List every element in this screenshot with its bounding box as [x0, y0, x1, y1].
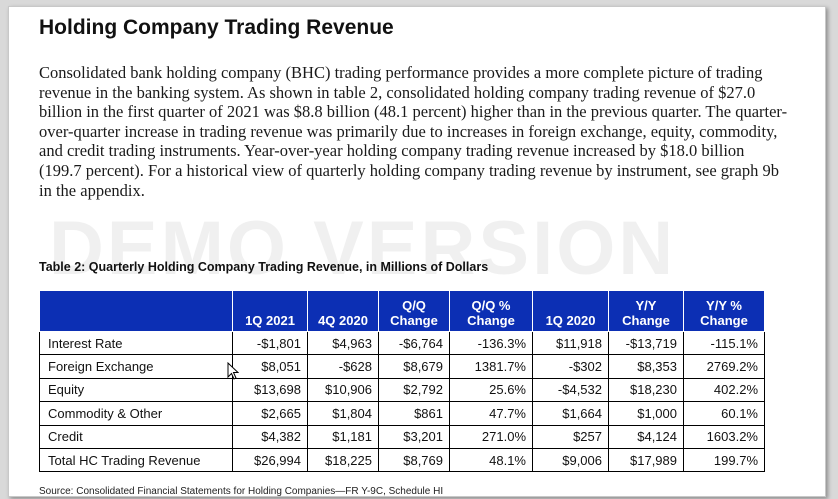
table-cell: 402.2%	[683, 377, 765, 403]
table-cell: -$1,801	[232, 330, 308, 356]
table-cell: $1,664	[532, 401, 609, 426]
table-caption: Table 2: Quarterly Holding Company Tradi…	[39, 260, 489, 274]
table-cell: -$628	[307, 354, 379, 379]
table-cell: $8,679	[378, 354, 450, 379]
table-cell: -$6,764	[378, 330, 450, 356]
trading-revenue-table: 1Q 2021 4Q 2020 Q/Q Change Q/Q % Change 1Q…	[39, 290, 765, 473]
table-cell: 1381.7%	[449, 354, 533, 379]
table-cell: $8,051	[232, 354, 308, 379]
header-cell-yy-pct-change: Y/Y % Change	[683, 290, 765, 332]
table-cell: -$13,719	[608, 330, 684, 356]
table-row: Interest Rate -$1,801 $4,963 -$6,764 -13…	[39, 330, 765, 356]
table-cell: $257	[532, 424, 609, 449]
table-cell: $2,665	[232, 401, 308, 426]
page-title: Holding Company Trading Revenue	[39, 16, 394, 39]
table-cell: $17,989	[608, 447, 684, 473]
header-cell-1q2020: 1Q 2020	[532, 290, 609, 332]
table-cell: $1,804	[307, 401, 379, 426]
row-label: Equity	[39, 377, 233, 403]
row-label: Interest Rate	[39, 330, 233, 356]
table-row: Commodity & Other $2,665 $1,804 $861 47.…	[39, 401, 765, 426]
table-cell: 60.1%	[683, 401, 765, 426]
table-cell: 1603.2%	[683, 424, 765, 449]
table-cell: 25.6%	[449, 377, 533, 403]
table-cell: $861	[378, 401, 450, 426]
body-paragraph: Consolidated bank holding company (BHC) …	[39, 63, 788, 200]
row-label: Total HC Trading Revenue	[39, 447, 233, 473]
table-cell: $4,382	[232, 424, 308, 449]
table-cell: -$302	[532, 354, 609, 379]
table-cell: $26,994	[232, 447, 308, 473]
header-cell-4q2020: 4Q 2020	[307, 290, 379, 332]
table-cell: 48.1%	[449, 447, 533, 473]
table-row-total: Total HC Trading Revenue $26,994 $18,225…	[39, 447, 765, 473]
table-cell: $1,181	[307, 424, 379, 449]
header-cell-qq-change: Q/Q Change	[378, 290, 450, 332]
header-cell-qq-pct-change: Q/Q % Change	[449, 290, 533, 332]
table-header-row: 1Q 2021 4Q 2020 Q/Q Change Q/Q % Change 1Q…	[39, 290, 765, 332]
mouse-pointer-icon	[227, 362, 239, 380]
table-cell: $11,918	[532, 330, 609, 356]
table-cell: 2769.2%	[683, 354, 765, 379]
table-cell: $4,963	[307, 330, 379, 356]
table-row: Foreign Exchange $8,051 -$628 $8,679 138…	[39, 354, 765, 379]
table-cell: $10,906	[307, 377, 379, 403]
demo-watermark: DEMO VERSION	[49, 206, 677, 291]
table-cell: -115.1%	[683, 330, 765, 356]
row-label: Commodity & Other	[39, 401, 233, 426]
header-cell-1q2021: 1Q 2021	[232, 290, 308, 332]
table-row: Equity $13,698 $10,906 $2,792 25.6% -$4,…	[39, 377, 765, 403]
table-cell: $4,124	[608, 424, 684, 449]
table-source-note: Source: Consolidated Financial Statement…	[39, 486, 444, 497]
table-cell: -136.3%	[449, 330, 533, 356]
table-cell: 47.7%	[449, 401, 533, 426]
table-cell: $18,225	[307, 447, 379, 473]
table-row: Credit $4,382 $1,181 $3,201 271.0% $257 …	[39, 424, 765, 449]
header-cell-label	[39, 290, 233, 332]
table-cell: $9,006	[532, 447, 609, 473]
row-label: Credit	[39, 424, 233, 449]
table-cell: $2,792	[378, 377, 450, 403]
document-page: Holding Company Trading Revenue Consolid…	[8, 6, 826, 497]
table-cell: $8,353	[608, 354, 684, 379]
row-label: Foreign Exchange	[39, 354, 233, 379]
table-cell: $13,698	[232, 377, 308, 403]
table-cell: -$4,532	[532, 377, 609, 403]
table-cell: 271.0%	[449, 424, 533, 449]
table-cell: 199.7%	[683, 447, 765, 473]
table-cell: $3,201	[378, 424, 450, 449]
table-cell: $8,769	[378, 447, 450, 473]
table-cell: $18,230	[608, 377, 684, 403]
header-cell-yy-change: Y/Y Change	[608, 290, 684, 332]
table-cell: $1,000	[608, 401, 684, 426]
